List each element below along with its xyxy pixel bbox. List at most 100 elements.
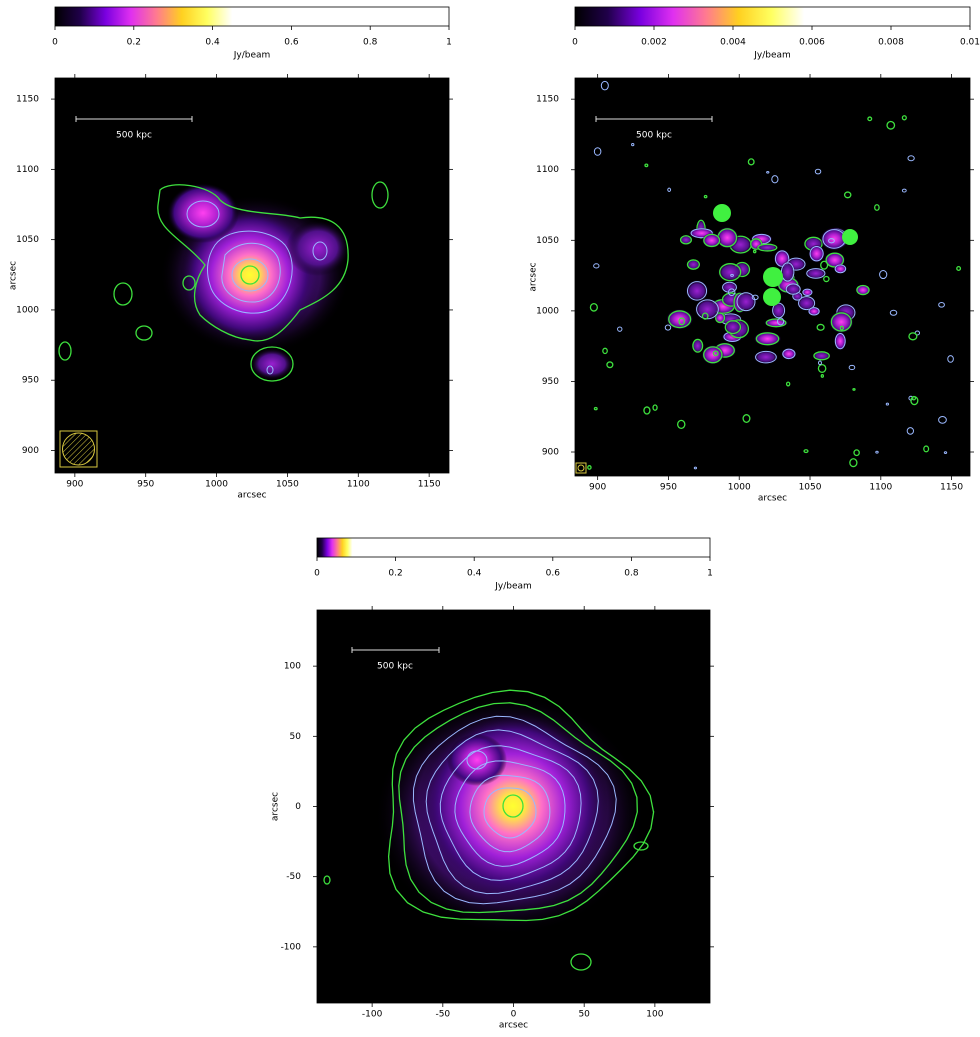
- contour: [701, 312, 709, 320]
- y-tick-label: 1100: [536, 165, 559, 175]
- colorbar-tick-label: 0.6: [546, 569, 561, 579]
- y-tick-label: 1000: [536, 306, 559, 316]
- y-axis-label: arcsec: [529, 262, 539, 291]
- contour: [703, 346, 723, 364]
- point-source: [713, 204, 731, 222]
- x-tick-label: 0: [511, 1010, 517, 1020]
- contour: [830, 312, 852, 332]
- contour: [808, 307, 820, 316]
- contour: [667, 187, 672, 192]
- contour: [600, 80, 609, 91]
- contour: [602, 347, 608, 355]
- contour: [834, 264, 847, 274]
- colorbar-tick-label: 0.002: [641, 38, 667, 48]
- contour: [240, 265, 260, 285]
- contour: [828, 238, 835, 244]
- scale-bar: [75, 116, 193, 122]
- contour: [785, 283, 801, 295]
- contour: [633, 841, 649, 851]
- contour: [907, 155, 915, 162]
- x-axis-label: arcsec: [758, 494, 787, 504]
- contour: [719, 263, 742, 282]
- contour: [466, 750, 488, 770]
- contour: [765, 318, 787, 328]
- contour: [686, 281, 708, 301]
- x-tick-label: 1150: [418, 480, 441, 490]
- emission: [679, 234, 693, 245]
- contour: [617, 326, 623, 332]
- contour: [798, 296, 816, 311]
- contour: [593, 147, 602, 156]
- x-tick-label: 900: [66, 480, 83, 490]
- colorbar-tick-label: 1: [707, 569, 713, 579]
- contour: [817, 360, 822, 366]
- contour: [589, 303, 598, 312]
- contour-group: [387, 689, 655, 922]
- emission: [685, 279, 709, 303]
- contour: [757, 243, 778, 252]
- contour: [727, 288, 736, 296]
- contour: [643, 406, 651, 415]
- contour: [221, 242, 281, 303]
- contour: [785, 381, 791, 387]
- x-tick-label: 50: [578, 1010, 590, 1020]
- colorbar-label: Jy/beam: [494, 582, 532, 592]
- contour: [751, 294, 759, 301]
- y-tick-label: 1000: [16, 305, 39, 315]
- contour: [923, 445, 930, 453]
- emission: [807, 306, 821, 316]
- contour: [676, 419, 686, 430]
- contour: [956, 266, 962, 272]
- contour: [803, 449, 809, 454]
- image-1: [55, 78, 449, 473]
- contour: [782, 348, 796, 360]
- x-axis-label: arcsec: [499, 1021, 528, 1031]
- contour: [157, 184, 349, 342]
- y-tick-label: 50: [290, 732, 302, 742]
- emission: [771, 301, 787, 320]
- contour: [938, 416, 947, 424]
- contour: [387, 689, 655, 922]
- y-tick-label: 950: [22, 376, 39, 386]
- contour: [250, 346, 294, 382]
- contour: [593, 263, 600, 269]
- contour: [678, 317, 686, 326]
- contour: [823, 275, 830, 283]
- emission: [720, 281, 739, 294]
- contour: [848, 364, 856, 371]
- colorbar-tick-label: 0.2: [388, 569, 402, 579]
- contour: [644, 163, 649, 168]
- contour: [852, 387, 856, 391]
- emission: [447, 734, 507, 786]
- y-tick-label: 900: [22, 446, 39, 456]
- contour: [483, 787, 537, 839]
- emission-group: [587, 80, 962, 470]
- contour: [806, 268, 826, 279]
- contour: [886, 120, 896, 130]
- y-tick-label: 950: [542, 377, 559, 387]
- contour: [425, 729, 599, 895]
- emission: [808, 244, 825, 263]
- x-tick-label: 1000: [728, 483, 751, 493]
- colorbar: [54, 6, 450, 27]
- contour: [631, 142, 635, 147]
- y-tick-label: -100: [281, 942, 302, 952]
- contour: [816, 323, 825, 331]
- beam: [577, 464, 585, 472]
- contour: [693, 466, 698, 470]
- contour: [469, 774, 551, 853]
- y-axis-label: arcsec: [9, 261, 19, 290]
- y-tick-label: 1150: [16, 95, 39, 105]
- contour: [875, 450, 879, 454]
- contour: [736, 292, 756, 312]
- contour: [820, 374, 825, 378]
- x-tick-label: 950: [660, 483, 677, 493]
- x-tick-label: 1100: [869, 483, 892, 493]
- contour: [371, 181, 389, 209]
- contour: [703, 233, 721, 248]
- contour: [817, 363, 827, 373]
- y-tick-label: 100: [284, 662, 301, 672]
- point-source: [842, 229, 858, 245]
- y-tick-label: 1050: [536, 236, 559, 246]
- contour: [182, 275, 196, 291]
